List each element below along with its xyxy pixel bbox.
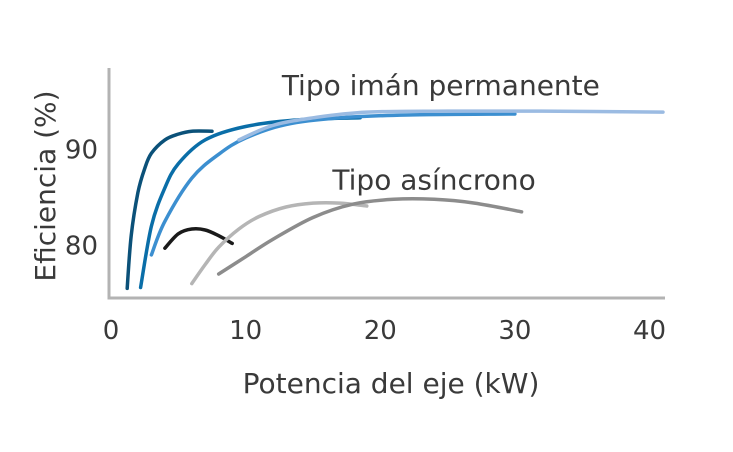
annotation-label-1: Tipo imán permanente: [281, 69, 600, 102]
annotations: Tipo imán permanente Tipo asíncrono: [281, 69, 600, 197]
x-tick-label: 30: [498, 316, 531, 346]
series-line-4: [237, 109, 665, 142]
x-tick-label: 40: [633, 316, 666, 346]
y-axis-title: Eficiencia (%): [29, 90, 62, 281]
x-tick-labels: 0 10 20 30 40: [103, 316, 666, 346]
series-layer: [125, 109, 665, 291]
series-line-6: [190, 200, 369, 286]
x-tick-label: 0: [103, 316, 120, 346]
series-line-5: [163, 226, 234, 250]
y-tick-label: 90: [65, 135, 98, 165]
y-tick-labels: 80 90: [65, 135, 98, 261]
series-line-7: [216, 197, 524, 276]
series-line-1: [125, 129, 214, 291]
x-tick-label: 10: [229, 316, 262, 346]
y-tick-label: 80: [65, 231, 98, 261]
x-tick-label: 20: [364, 316, 397, 346]
annotation-label-2: Tipo asíncrono: [331, 164, 535, 197]
x-axis-title: Potencia del eje (kW): [243, 367, 540, 400]
